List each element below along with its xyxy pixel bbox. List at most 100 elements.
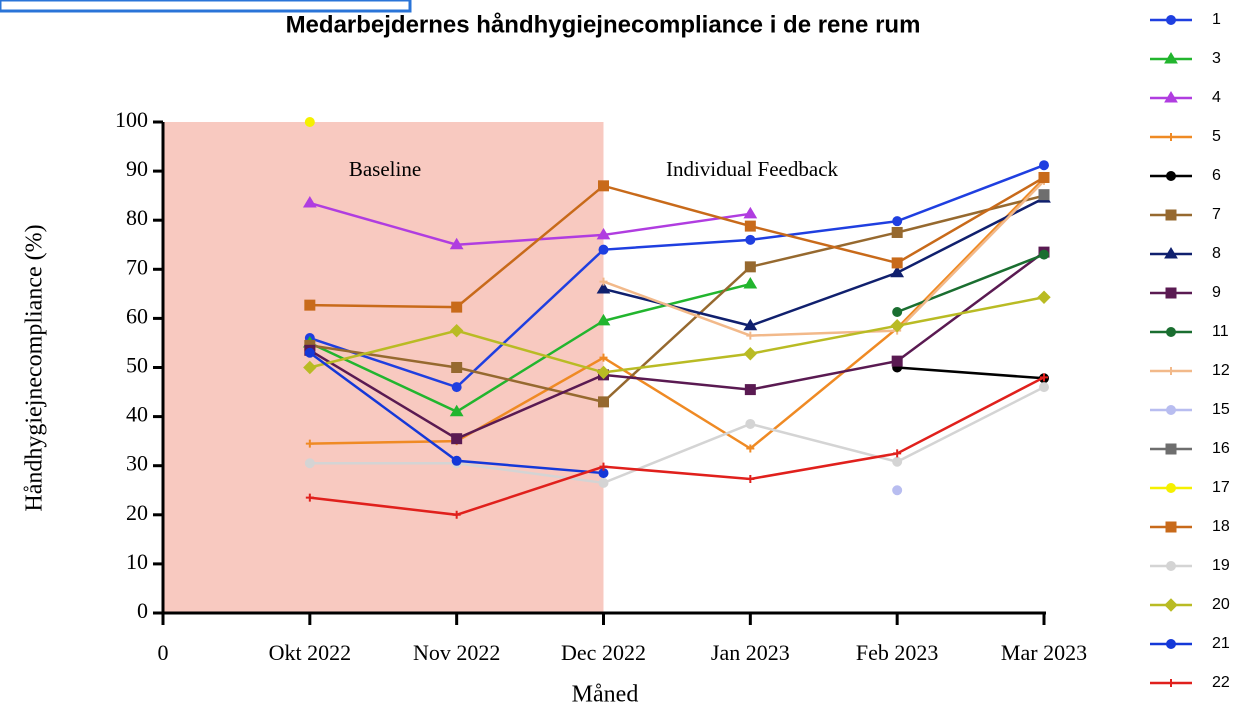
legend-marker bbox=[1166, 561, 1176, 571]
legend-item: 20 bbox=[1150, 596, 1230, 613]
legend-item: 19 bbox=[1150, 557, 1230, 574]
data-point bbox=[449, 237, 464, 250]
data-point bbox=[598, 180, 609, 192]
data-point bbox=[890, 265, 905, 278]
data-point bbox=[890, 319, 904, 333]
legend-marker bbox=[1164, 91, 1178, 103]
data-point bbox=[451, 362, 463, 373]
legend-marker bbox=[1166, 405, 1176, 415]
legend-marker bbox=[1166, 15, 1176, 25]
data-point bbox=[596, 313, 611, 326]
legend-label: 8 bbox=[1212, 245, 1221, 262]
annotation: Baseline bbox=[349, 157, 421, 181]
data-point bbox=[891, 257, 903, 269]
legend-label: 20 bbox=[1212, 596, 1230, 613]
y-tick-label: 40 bbox=[126, 402, 148, 427]
legend-marker bbox=[1166, 171, 1176, 181]
legend-marker bbox=[1165, 209, 1177, 221]
data-point bbox=[743, 277, 758, 289]
series-line bbox=[309, 251, 1045, 441]
data-point bbox=[305, 493, 314, 502]
series-line bbox=[309, 282, 751, 414]
x-tick-label: Feb 2023 bbox=[856, 640, 939, 665]
x-tick-label: Mar 2023 bbox=[1001, 640, 1087, 665]
data-point bbox=[892, 216, 903, 227]
legend-label: 7 bbox=[1212, 206, 1221, 223]
annotation: Individual Feedback bbox=[666, 157, 839, 181]
chart-title: Medarbejdernes håndhygiejnecompliance i … bbox=[286, 11, 921, 38]
legend-label: 4 bbox=[1212, 89, 1221, 106]
legend-label: 5 bbox=[1212, 128, 1221, 145]
series-line bbox=[309, 194, 1045, 404]
data-point bbox=[892, 485, 903, 496]
series-line bbox=[309, 296, 1045, 374]
legend-item: 18 bbox=[1150, 518, 1230, 535]
data-point bbox=[303, 360, 317, 375]
shaded-region bbox=[163, 122, 604, 613]
data-point bbox=[451, 301, 463, 313]
series-line bbox=[897, 366, 1045, 380]
data-point bbox=[304, 347, 315, 358]
legend-item: 22 bbox=[1150, 674, 1230, 691]
data-point bbox=[1039, 382, 1049, 393]
legend-marker bbox=[1167, 367, 1175, 375]
data-point bbox=[598, 396, 609, 408]
data-point bbox=[598, 477, 609, 488]
x-tick-label: Dec 2022 bbox=[561, 640, 646, 665]
data-point bbox=[743, 206, 758, 219]
legend-label: 22 bbox=[1212, 674, 1230, 691]
legend-label: 21 bbox=[1212, 635, 1230, 652]
data-point bbox=[743, 347, 758, 361]
data-point bbox=[1040, 373, 1048, 382]
data-point bbox=[1037, 290, 1051, 304]
y-tick-label: 50 bbox=[126, 353, 148, 378]
data-point bbox=[893, 449, 902, 458]
x-tick-label: Jan 2023 bbox=[711, 640, 790, 665]
data-point bbox=[744, 384, 756, 396]
legend-label: 3 bbox=[1212, 50, 1221, 67]
y-tick-label: 80 bbox=[126, 205, 148, 230]
data-point bbox=[891, 355, 903, 367]
data-point bbox=[451, 455, 462, 466]
y-tick-label: 100 bbox=[115, 107, 148, 132]
legend-item: 8 bbox=[1150, 245, 1221, 262]
data-point bbox=[596, 365, 611, 380]
data-point bbox=[743, 318, 758, 331]
legend-item: 9 bbox=[1150, 284, 1221, 301]
legend-label: 6 bbox=[1212, 167, 1221, 184]
legend-marker bbox=[1164, 598, 1178, 612]
legend-item: 6 bbox=[1150, 167, 1221, 184]
legend-marker bbox=[1166, 327, 1176, 337]
legend-marker bbox=[1167, 679, 1175, 687]
legend-item: 15 bbox=[1150, 401, 1230, 418]
series-line bbox=[309, 176, 1045, 309]
x-tick-label: Okt 2022 bbox=[269, 640, 352, 665]
legend-marker bbox=[1167, 133, 1175, 141]
legend-marker bbox=[1164, 247, 1178, 259]
data-point bbox=[304, 117, 315, 127]
series-line bbox=[309, 386, 1045, 485]
series-line bbox=[896, 253, 1045, 314]
legend-item: 4 bbox=[1150, 89, 1221, 106]
frame-edge bbox=[0, 0, 412, 13]
data-point bbox=[744, 220, 756, 232]
legend-label: 1 bbox=[1212, 11, 1221, 28]
legend-marker bbox=[1166, 483, 1176, 493]
legend-item: 5 bbox=[1150, 128, 1221, 145]
data-point bbox=[891, 226, 903, 238]
legend-label: 18 bbox=[1212, 518, 1230, 535]
legend-marker bbox=[1164, 52, 1178, 64]
data-point bbox=[596, 227, 611, 240]
y-tick-label: 10 bbox=[126, 549, 148, 574]
data-point bbox=[746, 331, 755, 340]
data-point bbox=[599, 462, 608, 471]
series-line bbox=[309, 164, 1045, 389]
legend-label: 16 bbox=[1212, 440, 1230, 457]
data-point bbox=[596, 281, 611, 294]
legend-item: 1 bbox=[1150, 11, 1221, 28]
y-tick-label: 70 bbox=[126, 254, 148, 279]
y-axis-label: Håndhygiejnecompliance (%) bbox=[22, 224, 48, 511]
data-point bbox=[1039, 249, 1049, 260]
x-axis-label: Måned bbox=[572, 682, 639, 708]
